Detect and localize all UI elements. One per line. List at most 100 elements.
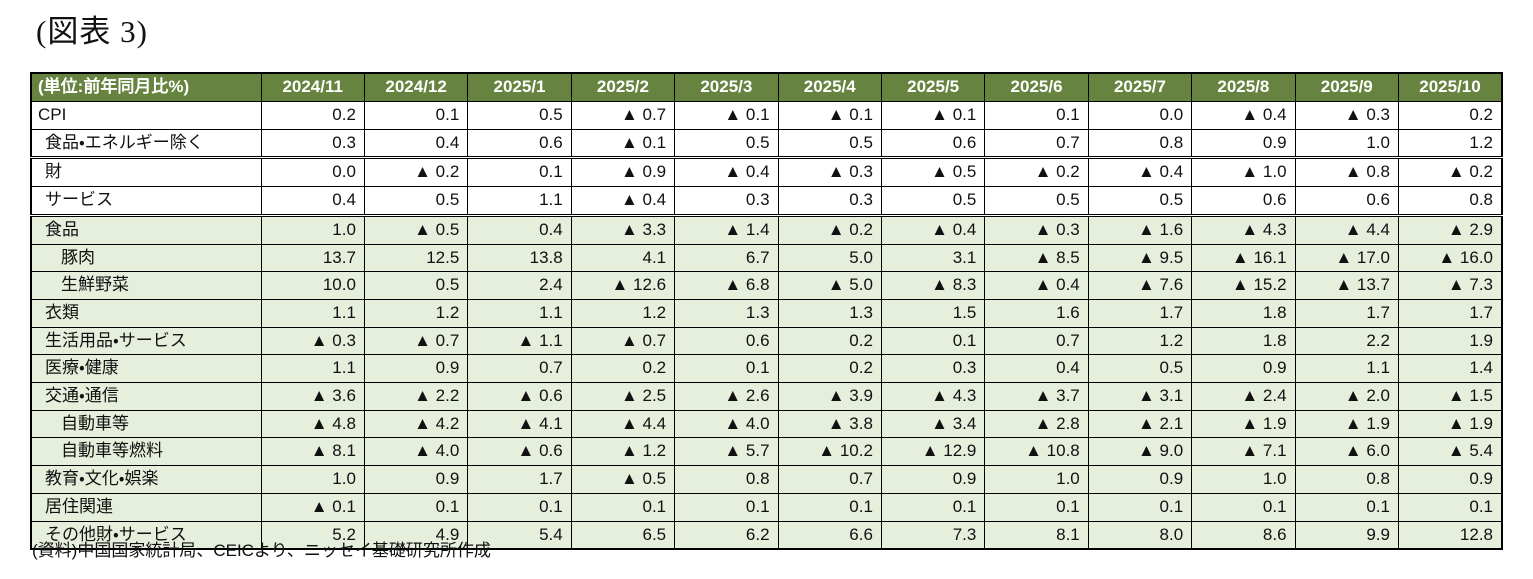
value-cell: ▲ 9.5 bbox=[1087, 243, 1193, 273]
value-cell: 0.1 bbox=[674, 492, 779, 522]
value-cell: ▲ 2.6 bbox=[674, 382, 779, 411]
value-cell: 0.2 bbox=[777, 326, 882, 356]
value-cell: 0.4 bbox=[260, 186, 365, 217]
value-cell: 0.9 bbox=[363, 465, 469, 494]
value-cell: ▲ 4.4 bbox=[1294, 214, 1399, 245]
table-row: 財 0.0 ▲ 0.2 0.1 ▲ 0.9 ▲ 0.4 ▲ 0.3 ▲ 0.5 ▲ 0.2 ▲ 0… bbox=[30, 157, 1503, 188]
value-cell: ▲ 4.3 bbox=[1191, 214, 1296, 245]
value-cell: ▲ 0.3 bbox=[1294, 101, 1399, 130]
value-cell: 0.6 bbox=[1294, 186, 1399, 217]
value-cell: 0.9 bbox=[880, 465, 986, 494]
value-cell: 0.9 bbox=[1191, 354, 1296, 384]
row-label: 居住関連 bbox=[30, 492, 262, 522]
value-cell: ▲ 1.5 bbox=[1397, 382, 1503, 411]
column-header-2025-4: 2025/4 bbox=[777, 72, 882, 102]
row-label: 豚肉 bbox=[30, 243, 262, 273]
value-cell: ▲ 4.0 bbox=[674, 409, 779, 439]
value-cell: ▲ 1.0 bbox=[1191, 157, 1296, 188]
value-cell: ▲ 5.0 bbox=[777, 271, 882, 300]
column-header-2025-1: 2025/1 bbox=[467, 72, 572, 102]
value-cell: 1.1 bbox=[1294, 354, 1399, 384]
value-cell: 0.9 bbox=[1191, 128, 1296, 160]
value-cell: ▲ 12.9 bbox=[880, 437, 986, 467]
value-cell: 1.1 bbox=[467, 186, 572, 217]
value-cell: ▲ 0.6 bbox=[467, 437, 572, 467]
value-cell: 0.5 bbox=[467, 101, 572, 130]
row-label: 教育・文化・娯楽 bbox=[30, 465, 262, 494]
value-cell: 8.0 bbox=[1087, 520, 1193, 550]
value-cell: 0.4 bbox=[363, 128, 469, 160]
value-cell: 0.0 bbox=[1087, 101, 1193, 130]
value-cell: ▲ 3.4 bbox=[880, 409, 986, 439]
value-cell: 6.2 bbox=[674, 520, 779, 550]
value-cell: ▲ 0.2 bbox=[984, 157, 1089, 188]
value-cell: 1.2 bbox=[363, 298, 469, 328]
row-label: 生鮮野菜 bbox=[30, 271, 262, 300]
value-cell: 0.8 bbox=[1087, 128, 1193, 160]
value-cell: ▲ 2.2 bbox=[363, 382, 469, 411]
value-cell: 1.7 bbox=[1294, 298, 1399, 328]
value-cell: 0.5 bbox=[1087, 186, 1193, 217]
value-cell: 7.3 bbox=[880, 520, 986, 550]
value-cell: ▲ 13.7 bbox=[1294, 271, 1399, 300]
value-cell: 12.8 bbox=[1397, 520, 1503, 550]
table-row: サービス 0.4 0.5 1.1 ▲ 0.4 0.3 0.3 0.5 0.5 0.5 0.6 0.6 0… bbox=[30, 186, 1503, 217]
value-cell: ▲ 0.1 bbox=[260, 492, 365, 522]
value-cell: 0.9 bbox=[363, 354, 469, 384]
value-cell: 5.0 bbox=[777, 243, 882, 273]
value-cell: 1.5 bbox=[880, 298, 986, 328]
value-cell: 0.1 bbox=[777, 492, 882, 522]
value-cell: ▲ 7.6 bbox=[1087, 271, 1193, 300]
value-cell: 1.3 bbox=[674, 298, 779, 328]
source-note: (資料)中国国家統計局、CEICより、ニッセイ基礎研究所作成 bbox=[32, 541, 491, 560]
value-cell: 0.1 bbox=[1087, 492, 1193, 522]
value-cell: 8.1 bbox=[984, 520, 1089, 550]
value-cell: 0.1 bbox=[467, 492, 572, 522]
value-cell: ▲ 0.1 bbox=[777, 101, 882, 130]
value-cell: 0.9 bbox=[1087, 465, 1193, 494]
value-cell: 1.3 bbox=[777, 298, 882, 328]
value-cell: ▲ 1.1 bbox=[467, 326, 572, 356]
value-cell: ▲ 0.3 bbox=[777, 157, 882, 188]
value-cell: 0.2 bbox=[777, 354, 882, 384]
cpi-yoy-table: (単位:前年同月比%) 2024/11 2024/12 2025/1 2025/2 202… bbox=[30, 72, 1503, 551]
value-cell: ▲ 0.3 bbox=[984, 214, 1089, 245]
value-cell: ▲ 3.9 bbox=[777, 382, 882, 411]
value-cell: 0.5 bbox=[880, 186, 986, 217]
value-cell: ▲ 0.2 bbox=[777, 214, 882, 245]
value-cell: 1.2 bbox=[1397, 128, 1503, 160]
row-label: 交通・通信 bbox=[30, 382, 262, 411]
column-header-2025-8: 2025/8 bbox=[1191, 72, 1296, 102]
value-cell: ▲ 4.4 bbox=[570, 409, 676, 439]
value-cell: 0.1 bbox=[880, 326, 986, 356]
table-row: 豚肉 13.7 12.5 13.8 4.1 6.7 5.0 3.1 ▲ 8.5 ▲ 9.5 ▲ 16… bbox=[30, 243, 1503, 273]
value-cell: 0.5 bbox=[1087, 354, 1193, 384]
row-label: 自動車等 bbox=[30, 409, 262, 439]
value-cell: 1.1 bbox=[260, 298, 365, 328]
table-row: 衣類 1.1 1.2 1.1 1.2 1.3 1.3 1.5 1.6 1.7 1.8 1.7 1.7 bbox=[30, 298, 1503, 328]
row-label: 生活用品・サービス bbox=[30, 326, 262, 356]
value-cell: 6.5 bbox=[570, 520, 676, 550]
value-cell: 0.8 bbox=[674, 465, 779, 494]
row-label: CPI bbox=[30, 101, 262, 130]
value-cell: 0.8 bbox=[1294, 465, 1399, 494]
value-cell: 6.7 bbox=[674, 243, 779, 273]
column-header-2025-9: 2025/9 bbox=[1294, 72, 1399, 102]
table-header-row: (単位:前年同月比%) 2024/11 2024/12 2025/1 2025/2 202… bbox=[30, 72, 1503, 102]
value-cell: 6.6 bbox=[777, 520, 882, 550]
value-cell: 1.0 bbox=[260, 214, 365, 245]
value-cell: 0.1 bbox=[984, 101, 1089, 130]
value-cell: ▲ 0.5 bbox=[880, 157, 986, 188]
value-cell: 0.5 bbox=[674, 128, 779, 160]
column-header-2025-5: 2025/5 bbox=[880, 72, 986, 102]
value-cell: ▲ 10.2 bbox=[777, 437, 882, 467]
value-cell: 0.1 bbox=[1397, 492, 1503, 522]
value-cell: 0.1 bbox=[363, 101, 469, 130]
value-cell: ▲ 8.5 bbox=[984, 243, 1089, 273]
value-cell: ▲ 0.4 bbox=[984, 271, 1089, 300]
value-cell: 0.9 bbox=[1397, 465, 1503, 494]
table-row: 生活用品・サービス ▲ 0.3 ▲ 0.7 ▲ 1.1 ▲ 0.7 0.6 0.2 0.1 0.… bbox=[30, 326, 1503, 356]
table-row: 交通・通信 ▲ 3.6 ▲ 2.2 ▲ 0.6 ▲ 2.5 ▲ 2.6 ▲ 3.9 ▲ 4.3… bbox=[30, 382, 1503, 411]
column-header-2025-3: 2025/3 bbox=[674, 72, 779, 102]
value-cell: ▲ 4.8 bbox=[260, 409, 365, 439]
